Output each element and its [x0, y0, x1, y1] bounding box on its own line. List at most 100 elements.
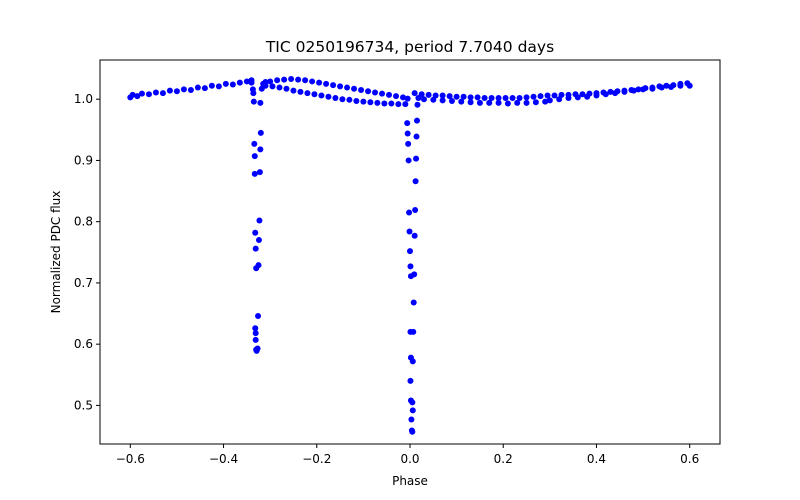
data-point: [311, 91, 318, 98]
data-point: [402, 101, 409, 108]
data-point: [145, 91, 152, 98]
data-point: [248, 79, 255, 86]
data-point: [208, 82, 215, 89]
data-point: [509, 94, 516, 101]
data-point: [129, 91, 136, 98]
data-point: [411, 271, 418, 278]
data-point: [523, 94, 530, 101]
data-point: [406, 209, 413, 216]
y-tick-label: 0.6: [74, 337, 93, 351]
data-point: [649, 85, 656, 92]
data-point: [542, 98, 549, 105]
data-point: [374, 99, 381, 106]
data-point: [663, 82, 670, 89]
data-point: [337, 83, 344, 90]
data-point: [330, 82, 337, 89]
data-point: [332, 94, 339, 101]
data-point: [537, 93, 544, 100]
data-point: [556, 96, 563, 103]
data-point: [413, 155, 420, 162]
data-point: [453, 93, 460, 100]
data-point: [602, 91, 609, 98]
data-point: [201, 85, 208, 92]
y-tick-label: 0.5: [74, 398, 93, 412]
y-tick-label: 0.7: [74, 276, 93, 290]
data-point: [621, 88, 628, 95]
data-point: [448, 98, 455, 105]
x-axis-label: Phase: [392, 474, 428, 488]
data-point: [194, 84, 201, 91]
data-point: [250, 98, 257, 105]
data-point: [256, 169, 263, 176]
data-point: [408, 416, 415, 423]
y-tick-label: 0.9: [74, 153, 93, 167]
data-point: [274, 77, 281, 84]
data-point: [288, 75, 295, 82]
data-point: [386, 91, 393, 98]
data-point: [405, 157, 412, 164]
data-point: [546, 97, 553, 104]
data-point: [276, 84, 283, 91]
data-point: [173, 88, 180, 95]
data-point: [411, 90, 418, 97]
data-point: [488, 94, 495, 101]
data-point: [166, 87, 173, 94]
data-points: [127, 75, 693, 435]
data-point: [481, 94, 488, 101]
data-point: [255, 313, 262, 319]
data-point: [530, 93, 537, 100]
data-point: [372, 89, 379, 96]
data-point: [677, 82, 684, 89]
x-tick-label: −0.2: [302, 452, 331, 466]
data-point: [404, 95, 411, 102]
y-axis-ticks: 0.5 0.6 0.7 0.8 0.9 1.0: [74, 92, 100, 412]
data-point: [229, 81, 236, 88]
data-point: [252, 229, 259, 236]
data-point: [574, 94, 581, 101]
data-point: [367, 99, 374, 106]
data-point: [236, 79, 243, 86]
data-point: [439, 92, 446, 99]
data-point: [257, 129, 264, 136]
data-point: [612, 90, 619, 97]
data-point: [407, 248, 413, 255]
data-point: [476, 99, 483, 106]
data-point: [413, 133, 420, 140]
data-point: [407, 263, 414, 270]
data-point: [256, 217, 263, 224]
data-point: [413, 117, 420, 124]
data-point: [351, 85, 358, 92]
data-point: [593, 92, 600, 99]
data-point: [495, 99, 502, 106]
data-point: [607, 88, 614, 95]
data-point: [409, 358, 416, 365]
data-point: [405, 140, 412, 147]
data-point: [302, 77, 309, 84]
x-axis-ticks: −0.6 −0.4 −0.2 0.0 0.2 0.4 0.6: [116, 444, 699, 466]
data-point: [460, 93, 467, 100]
data-point: [309, 78, 316, 85]
data-point: [412, 207, 419, 214]
data-point: [486, 99, 493, 106]
data-point: [635, 86, 642, 93]
x-tick-label: 0.0: [400, 452, 419, 466]
data-point: [409, 407, 416, 414]
data-point: [344, 84, 351, 91]
data-point: [379, 90, 386, 97]
data-point: [410, 328, 417, 335]
data-point: [668, 83, 675, 90]
data-point: [495, 94, 502, 101]
data-point: [251, 170, 258, 177]
data-point: [267, 78, 274, 85]
data-point: [579, 91, 586, 98]
data-point: [254, 345, 261, 352]
data-point: [360, 98, 367, 105]
data-point: [502, 94, 509, 101]
data-point: [467, 99, 474, 106]
data-point: [255, 262, 262, 269]
data-point: [393, 93, 400, 100]
data-point: [388, 100, 395, 107]
data-point: [283, 85, 290, 92]
data-point: [395, 101, 402, 108]
y-tick-label: 1.0: [74, 92, 93, 106]
